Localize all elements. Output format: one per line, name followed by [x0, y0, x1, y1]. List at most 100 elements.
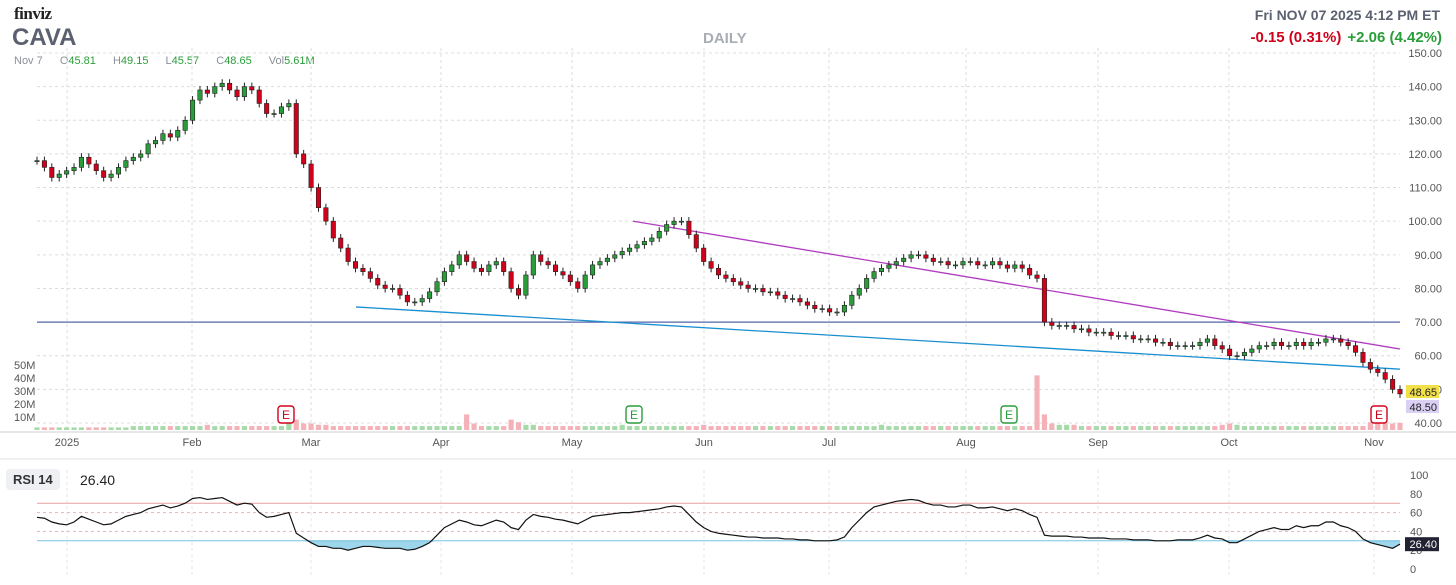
- finviz-logo[interactable]: finviz: [14, 4, 52, 23]
- volume-bar: [878, 424, 885, 430]
- candle-body: [560, 271, 566, 276]
- volume-value: 5.61M: [284, 55, 315, 67]
- volume-bar: [538, 426, 544, 430]
- y-tick-label: 60.00: [1414, 351, 1442, 363]
- candle-body: [249, 86, 255, 91]
- candle-body: [901, 257, 907, 262]
- rsi-tick-label: 0: [1410, 564, 1416, 576]
- volume-bar: [1056, 424, 1062, 430]
- low-value: 45.57: [171, 55, 200, 67]
- rsi-indicator-label[interactable]: RSI 14: [6, 469, 60, 490]
- candle-body: [908, 254, 914, 259]
- volume-bar: [367, 426, 373, 430]
- rsi-value-badge-label: 26.40: [1409, 539, 1437, 551]
- volume-bar: [871, 426, 877, 430]
- price-change: -0.15 (0.31%) +2.06 (4.42%): [1250, 29, 1442, 46]
- volume-bar: [945, 426, 951, 430]
- x-tick-label: Oct: [1220, 437, 1237, 449]
- volume-bar: [930, 426, 936, 430]
- volume-bar: [204, 424, 210, 430]
- volume-bar: [567, 426, 573, 430]
- candle-body: [1345, 341, 1351, 346]
- volume-bar: [1034, 375, 1040, 430]
- volume-bar: [1093, 426, 1099, 430]
- candle-body: [449, 264, 455, 272]
- candle-body: [360, 267, 366, 272]
- candle-body: [419, 298, 425, 303]
- candle-body: [375, 278, 381, 286]
- candle-body: [1227, 348, 1233, 357]
- volume-bar: [849, 426, 855, 430]
- candle-body: [627, 247, 633, 252]
- candle-body: [767, 291, 773, 294]
- candle-body: [234, 89, 240, 98]
- ohlc-readout: Nov 7 O45.81 H49.15 L45.57 C48.65 Vol5.6…: [14, 55, 315, 67]
- volume-bar: [375, 426, 381, 430]
- volume-bar: [167, 426, 173, 430]
- volume-bar: [923, 426, 929, 430]
- volume-bar: [1049, 423, 1055, 430]
- candle-body: [1078, 328, 1084, 331]
- volume-bar: [1160, 426, 1166, 430]
- candle-body: [1130, 335, 1136, 340]
- open-value: 45.81: [68, 55, 96, 67]
- volume-bar: [1071, 424, 1077, 430]
- volume-bar: [515, 422, 522, 430]
- volume-bar: [1367, 422, 1373, 430]
- volume-bar: [990, 426, 996, 430]
- candle-body: [1367, 362, 1373, 370]
- candle-body: [1278, 341, 1284, 346]
- volume-bar: [1019, 426, 1025, 430]
- volume-bar: [397, 426, 403, 430]
- candle-body: [515, 288, 522, 296]
- period-label[interactable]: DAILY: [703, 30, 747, 47]
- candle-body: [945, 261, 951, 266]
- volume-bar: [782, 426, 788, 430]
- candle-body: [501, 261, 507, 272]
- volume-bar: [1004, 426, 1010, 430]
- x-tick-label: Nov: [1364, 437, 1384, 449]
- candle-body: [1101, 331, 1107, 334]
- rsi-value-badge: [1405, 537, 1439, 552]
- volume-bar: [634, 426, 640, 430]
- volume-bar: [1301, 426, 1307, 430]
- candle-body: [1167, 341, 1173, 346]
- candle-body: [1323, 338, 1329, 343]
- candle-body: [760, 288, 766, 293]
- low-label: L: [165, 55, 172, 67]
- candle-body: [1360, 352, 1366, 363]
- candle-body: [1249, 348, 1255, 353]
- volume-bar: [278, 426, 285, 430]
- candle-body: [1330, 338, 1336, 341]
- candle-body: [1064, 325, 1070, 327]
- volume-bar: [589, 426, 596, 430]
- candle-body: [56, 173, 62, 178]
- y-tick-label: 70.00: [1414, 317, 1442, 329]
- volume-bar: [908, 426, 914, 430]
- candle-body: [115, 167, 121, 175]
- volume-bar: [530, 424, 536, 430]
- volume-bar: [286, 423, 292, 430]
- candle-body: [1012, 264, 1018, 269]
- volume-bar: [323, 424, 329, 430]
- volume-bar: [552, 426, 559, 430]
- x-tick-label: 2025: [55, 437, 79, 449]
- candle-body: [649, 237, 655, 242]
- volume-bar: [523, 424, 529, 430]
- candle-body: [590, 264, 596, 276]
- candle-body: [123, 160, 129, 168]
- resistance-trendline: [632, 220, 1401, 350]
- volume-tick-label: 20M: [14, 399, 35, 411]
- candle-body: [390, 288, 396, 290]
- volume-bar: [501, 426, 507, 430]
- x-tick-label: Aug: [956, 437, 976, 449]
- after-price-badge: [1406, 400, 1439, 413]
- candle-body: [1004, 264, 1010, 269]
- candle-body: [1375, 368, 1381, 373]
- volume-bar: [678, 426, 685, 430]
- candle-body: [678, 220, 684, 223]
- volume-bar: [649, 426, 655, 430]
- open-label: O: [59, 55, 69, 67]
- x-tick-label: Apr: [432, 437, 449, 449]
